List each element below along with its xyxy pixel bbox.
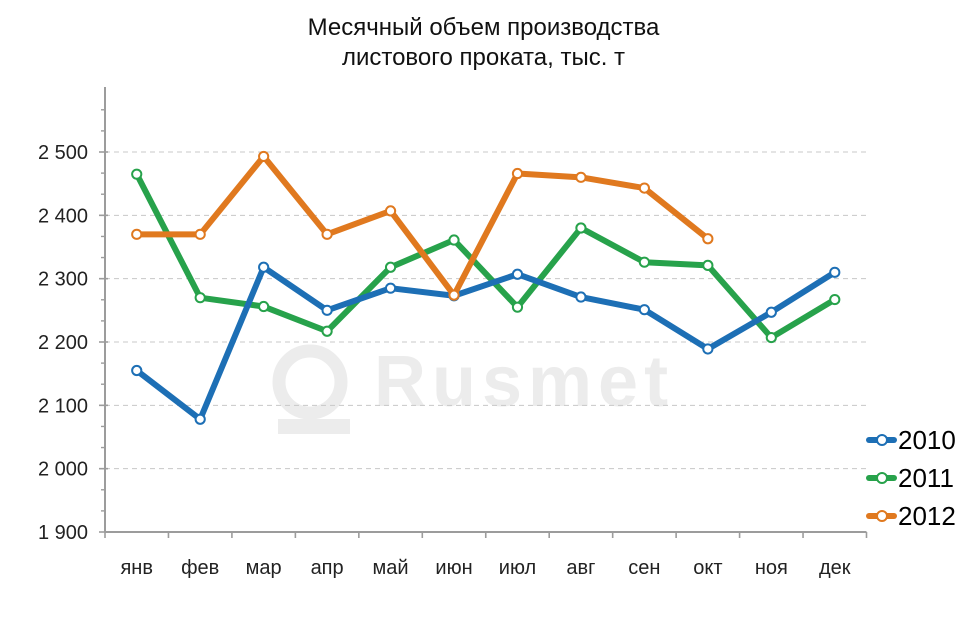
svg-text:2 500: 2 500 [38, 142, 88, 164]
legend: 2010 2011 2012 [866, 421, 956, 535]
svg-text:1 900: 1 900 [38, 522, 88, 544]
svg-text:июл: июл [499, 557, 536, 579]
svg-text:2 200: 2 200 [38, 332, 88, 354]
svg-text:янв: янв [120, 557, 153, 579]
svg-text:фев: фев [181, 557, 219, 579]
svg-text:мар: мар [246, 557, 282, 579]
legend-item-2011: 2011 [866, 459, 956, 497]
chart-title-line1: Месячный объем производства [307, 14, 660, 41]
svg-text:окт: окт [693, 557, 722, 579]
chart-title-line2: листового проката, тыс. т [341, 44, 626, 71]
svg-text:май: май [373, 557, 409, 579]
watermark-text: Rusmet [374, 342, 675, 422]
svg-text:2 400: 2 400 [38, 205, 88, 227]
legend-marker-2011 [866, 472, 897, 484]
legend-label-2012: 2012 [898, 500, 956, 531]
svg-text:сен: сен [628, 557, 660, 579]
svg-text:2 300: 2 300 [38, 269, 88, 291]
legend-label-2010: 2010 [898, 424, 956, 455]
svg-text:2 000: 2 000 [38, 459, 88, 481]
legend-label-2011: 2011 [898, 462, 954, 493]
legend-marker-2012 [866, 510, 897, 522]
svg-text:2 100: 2 100 [38, 395, 88, 417]
svg-text:апр: апр [311, 557, 344, 579]
chart-title: Месячный объем производства листового пр… [0, 13, 967, 73]
legend-marker-2010 [866, 434, 897, 446]
svg-text:ноя: ноя [755, 557, 788, 579]
svg-text:авг: авг [566, 557, 595, 579]
rusmet-logo-icon [272, 344, 350, 434]
svg-text:дек: дек [819, 557, 851, 579]
legend-item-2010: 2010 [866, 421, 956, 459]
svg-text:июн: июн [435, 557, 472, 579]
legend-item-2012: 2012 [866, 497, 956, 535]
